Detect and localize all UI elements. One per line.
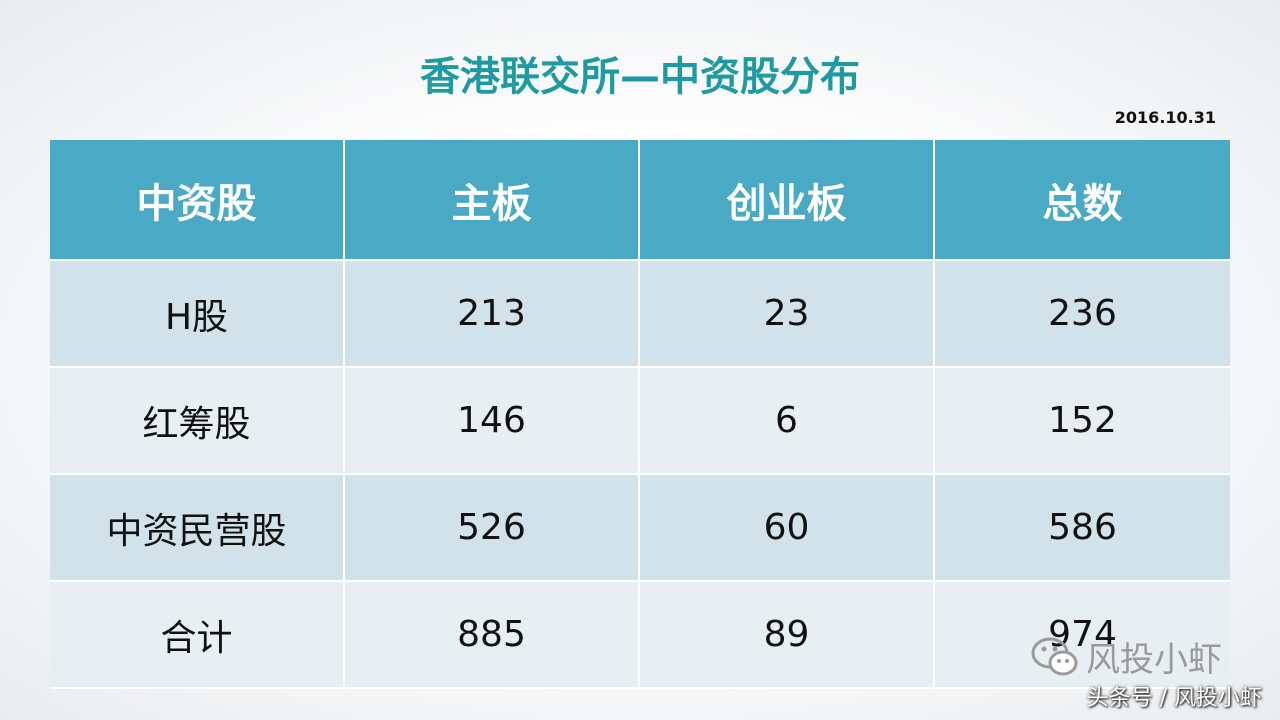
table-cell: 974 xyxy=(935,582,1230,689)
table-cell: 146 xyxy=(345,368,640,475)
table-cell: 红筹股 xyxy=(50,368,345,475)
wechat-icon xyxy=(1031,637,1078,675)
table-cell: 23 xyxy=(640,261,935,368)
table-cell: 526 xyxy=(345,475,640,582)
table-cell: 合计 xyxy=(50,582,345,689)
table-cell: 885 xyxy=(345,582,640,689)
header-cell: 中资股 xyxy=(50,140,345,261)
table-row: 合计 885 89 974 xyxy=(50,582,1230,689)
header-cell: 创业板 xyxy=(640,140,935,261)
footer: 头条号 / 风投小虾 xyxy=(1086,686,1262,711)
table-cell: 6 xyxy=(640,368,935,475)
date: 2016.10.31 xyxy=(1114,108,1216,127)
table-cell: 586 xyxy=(935,475,1230,582)
table-cell: 60 xyxy=(640,475,935,582)
watermark-text: 风投小虾 xyxy=(1086,640,1222,680)
table-row: 红筹股 146 6 152 xyxy=(50,368,1230,475)
table-row: 中资民营股 526 60 586 xyxy=(50,475,1230,582)
table-cell: 236 xyxy=(935,261,1230,368)
table-cell: 89 xyxy=(640,582,935,689)
header-cell: 总数 xyxy=(935,140,1230,261)
table: 中资股 主板 创业板 总数 H股 213 23 236 红筹股 146 6 152 中资民营股 526 60… xyxy=(50,140,1230,689)
table-row: H股 213 23 236 xyxy=(50,261,1230,368)
header-cell: 主板 xyxy=(345,140,640,261)
table-cell: 中资民营股 xyxy=(50,475,345,582)
table-cell: 213 xyxy=(345,261,640,368)
table-cell: 152 xyxy=(935,368,1230,475)
header-row: 中资股 主板 创业板 总数 xyxy=(50,140,1230,261)
title: 香港联交所—中资股分布 xyxy=(420,54,860,100)
watermark: 风投小虾 xyxy=(1030,632,1222,681)
table-cell: H股 xyxy=(50,261,345,368)
